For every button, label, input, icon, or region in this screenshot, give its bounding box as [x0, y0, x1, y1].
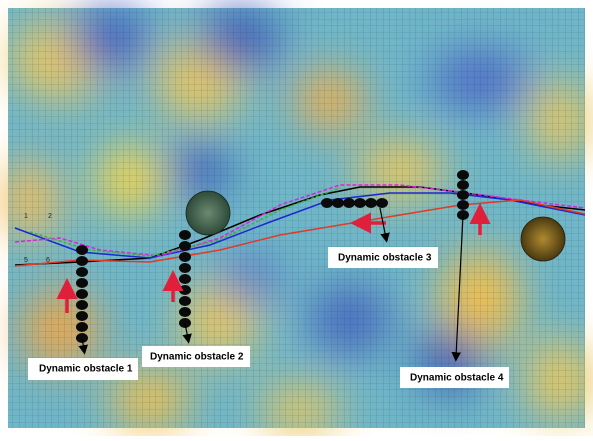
obstacle-body [321, 198, 333, 208]
obstacle-body [354, 198, 366, 208]
obstacle-body [376, 198, 388, 208]
obstacle-body [179, 296, 191, 306]
obstacle-body [179, 263, 191, 273]
obstacle-body [179, 285, 191, 295]
obstacle-body [76, 256, 88, 266]
path-label: 2 [48, 213, 52, 220]
obstacle-body [179, 274, 191, 284]
obstacle-body [76, 289, 88, 299]
obstacle-label: Dynamic obstacle 1 [39, 364, 133, 375]
obstacle-body [332, 198, 344, 208]
obstacle-body [179, 241, 191, 251]
path-label: 6 [46, 257, 50, 264]
obstacle-body [76, 322, 88, 332]
obstacle-body [179, 307, 191, 317]
static-obstacle [186, 191, 230, 235]
path-label: 5 [24, 257, 28, 264]
obstacle-label: Dynamic obstacle 4 [410, 373, 504, 384]
obstacle-body [76, 267, 88, 277]
obstacle-body [457, 190, 469, 200]
obstacle-body [457, 180, 469, 190]
obstacle-body [76, 311, 88, 321]
obstacle-body [457, 200, 469, 210]
obstacle-body [343, 198, 355, 208]
path-label: 1 [24, 213, 28, 220]
obstacle-label: Dynamic obstacle 2 [150, 352, 244, 363]
obstacle-body [365, 198, 377, 208]
simulation-map: 1 2 5 6 Dynamic obstacle 1 Dynamic obsta… [0, 0, 593, 436]
static-obstacle [521, 217, 565, 261]
obstacle-label: Dynamic obstacle 3 [338, 253, 432, 264]
obstacle-body [179, 230, 191, 240]
obstacle-body [76, 278, 88, 288]
obstacle-body [179, 252, 191, 262]
obstacle-body [76, 300, 88, 310]
obstacle-body [76, 245, 88, 255]
obstacle-body [457, 170, 469, 180]
